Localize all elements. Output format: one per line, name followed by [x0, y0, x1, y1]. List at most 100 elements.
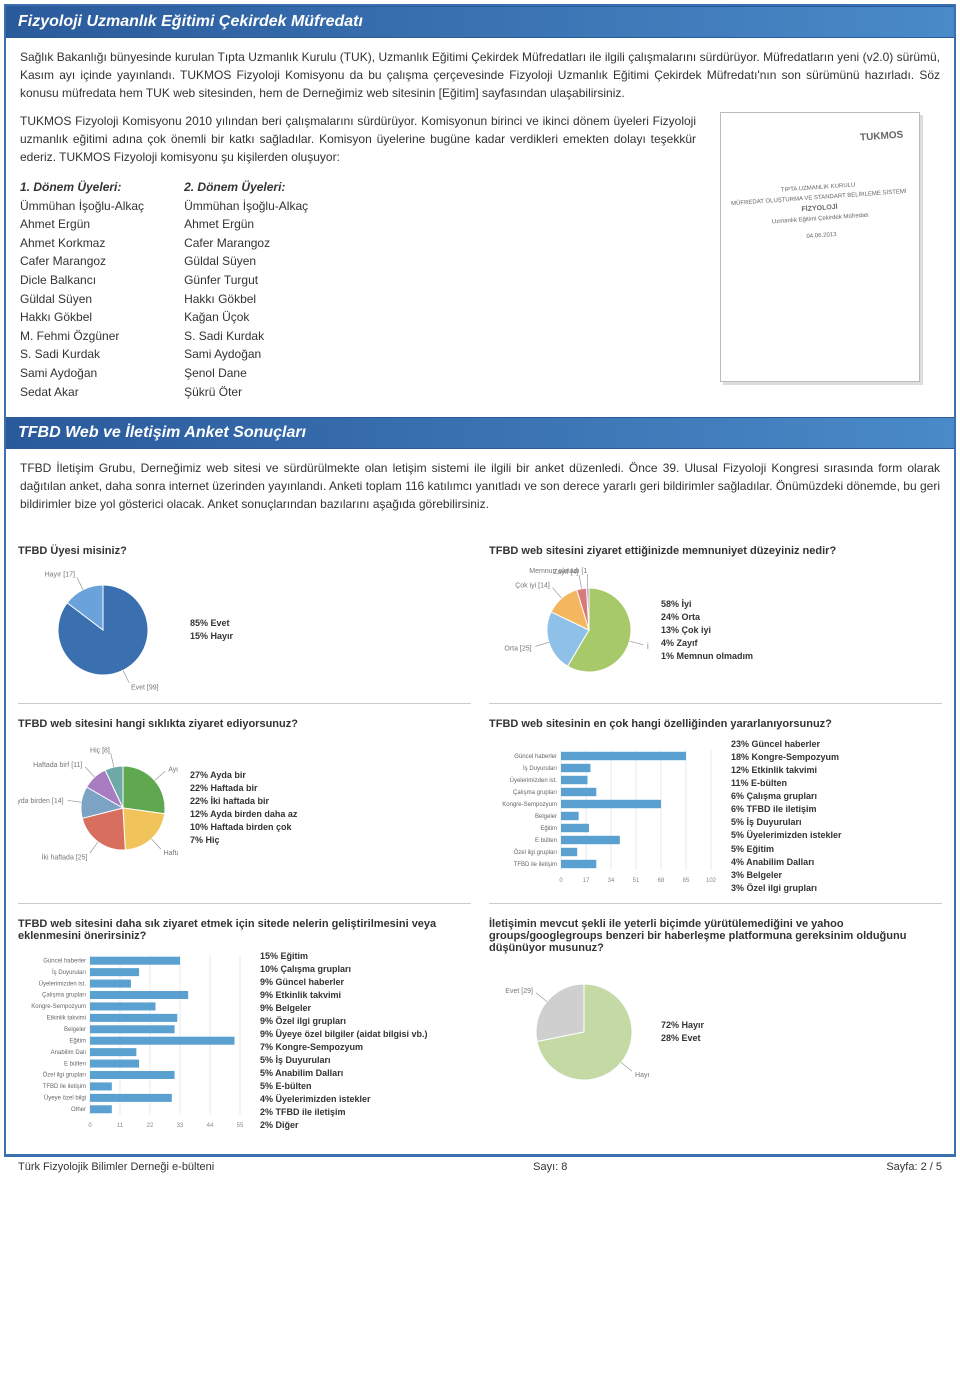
svg-text:0: 0: [88, 1123, 92, 1129]
svg-text:İş Duyuruları: İş Duyuruları: [52, 969, 86, 976]
member-item: Sami Aydoğan: [20, 364, 144, 383]
svg-text:Özel ilgi grupları: Özel ilgi grupları: [514, 849, 558, 856]
chart3: TFBD web sitesini hangi sıklıkta ziyaret…: [18, 718, 471, 904]
member-item: Cafer Marangoz: [184, 234, 308, 253]
svg-text:Orta [25]: Orta [25]: [504, 646, 531, 653]
svg-text:Memnun olmadı [1: Memnun olmadı [1: [529, 568, 587, 575]
member-item: Şenol Dane: [184, 364, 308, 383]
footer-left: Türk Fizyolojik Bilimler Derneği e-bülte…: [18, 1161, 214, 1173]
svg-text:85: 85: [683, 878, 690, 884]
svg-text:Ayda birden [14]: Ayda birden [14]: [18, 798, 64, 805]
svg-text:Haftada birf [11]: Haftada birf [11]: [33, 762, 82, 769]
thumb-tukmos: TUKMOS: [859, 128, 903, 146]
chart3-summary: 27% Ayda bir 22% Haftada bir 22% İki haf…: [190, 769, 297, 847]
member-item: Günfer Turgut: [184, 271, 308, 290]
svg-text:İyi [62]: İyi [62]: [647, 642, 649, 651]
chart5-summary: 15% Eğitim 10% Çalışma grupları 9% Günce…: [260, 950, 428, 1133]
member-item: Ümmühan İşoğlu-Alkaç: [184, 197, 308, 216]
chart3-title: TFBD web sitesini hangi sıklıkta ziyaret…: [18, 718, 471, 730]
members-col2: 2. Dönem Üyeleri: Ümmühan İşoğlu-AlkaçAh…: [184, 178, 308, 401]
member-item: Hakkı Gökbel: [184, 290, 308, 309]
svg-text:Üyelerimizden ist.: Üyelerimizden ist.: [39, 980, 87, 987]
member-item: Şükrü Öter: [184, 383, 308, 402]
svg-text:Haftada bir [25]: Haftada bir [25]: [164, 850, 178, 857]
svg-text:Hayır [17]: Hayır [17]: [45, 572, 75, 579]
svg-text:Hiç [8]: Hiç [8]: [90, 748, 110, 755]
member-item: Ahmet Ergün: [20, 215, 144, 234]
svg-text:Belgeler: Belgeler: [535, 814, 557, 820]
chart2: TFBD web sitesini ziyaret ettiğinizde me…: [489, 545, 942, 704]
svg-text:102: 102: [706, 878, 717, 884]
chart1: TFBD Üyesi misiniz? Evet [99]Hayır [17] …: [18, 545, 471, 704]
footer-center: Sayı: 8: [533, 1161, 567, 1173]
svg-text:0: 0: [559, 878, 563, 884]
svg-text:11: 11: [117, 1123, 124, 1129]
svg-text:68: 68: [658, 878, 665, 884]
member-item: S. Sadi Kurdak: [20, 345, 144, 364]
svg-text:TFBD ile iletişim: TFBD ile iletişim: [43, 1084, 86, 1090]
chart4-title: TFBD web sitesinin en çok hangi özelliği…: [489, 718, 942, 730]
col1-title: 1. Dönem Üyeleri:: [20, 178, 144, 197]
svg-text:E bülten: E bülten: [535, 838, 557, 844]
svg-text:51: 51: [633, 878, 640, 884]
svg-text:İki haftada [25]: İki haftada [25]: [42, 852, 88, 861]
section1-body: Sağlık Bakanlığı bünyesinde kurulan Tıpt…: [6, 48, 954, 417]
doc-thumbnail: TUKMOS TIPTA UZMANLIK KURULU MÜFREDAT OL…: [720, 112, 940, 401]
thumb-line3: FİZYOLOJİ: [801, 204, 838, 214]
svg-text:Evet [99]: Evet [99]: [131, 685, 159, 692]
svg-text:17: 17: [583, 878, 590, 884]
member-item: Güldal Süyen: [20, 290, 144, 309]
svg-text:Çalışma grupları: Çalışma grupları: [513, 790, 557, 796]
svg-text:Evet [29]: Evet [29]: [505, 988, 533, 995]
chart5: TFBD web sitesini daha sık ziyaret etmek…: [18, 918, 471, 1141]
thumb-line5: 04.06.2013: [734, 226, 910, 248]
chart2-title: TFBD web sitesini ziyaret ettiğinizde me…: [489, 545, 942, 557]
svg-text:34: 34: [608, 878, 615, 884]
svg-text:TFBD ile iletişim: TFBD ile iletişim: [514, 862, 557, 868]
chart6-summary: 72% Hayır 28% Evet: [661, 1019, 704, 1045]
member-item: Kağan Üçok: [184, 308, 308, 327]
svg-text:Ayda bir [31]: Ayda bir [31]: [168, 767, 178, 774]
section1-header: Fizyoloji Uzmanlık Eğitimi Çekirdek Müfr…: [6, 6, 954, 38]
svg-text:Belgeler: Belgeler: [64, 1027, 86, 1033]
chart5-title: TFBD web sitesini daha sık ziyaret etmek…: [18, 918, 471, 942]
chart2-summary: 58% İyi 24% Orta 13% Çok iyi 4% Zayıf 1%…: [661, 598, 753, 663]
page: Fizyoloji Uzmanlık Eğitimi Çekirdek Müfr…: [4, 4, 956, 1156]
svg-text:Kongre-Sempozyum: Kongre-Sempozyum: [31, 1004, 86, 1010]
chart4: TFBD web sitesinin en çok hangi özelliği…: [489, 718, 942, 904]
footer: Türk Fizyolojik Bilimler Derneği e-bülte…: [4, 1156, 956, 1177]
member-item: Dicle Balkancı: [20, 271, 144, 290]
chart1-title: TFBD Üyesi misiniz?: [18, 545, 471, 557]
section1-para2: TUKMOS Fizyoloji Komisyonu 2010 yılından…: [20, 112, 696, 166]
svg-text:Üyelerimizden ist.: Üyelerimizden ist.: [510, 777, 558, 784]
member-item: Ümmühan İşoğlu-Alkaç: [20, 197, 144, 216]
member-item: Sami Aydoğan: [184, 345, 308, 364]
member-item: Cafer Marangoz: [20, 252, 144, 271]
member-item: S. Sadi Kurdak: [184, 327, 308, 346]
svg-text:Eğitim: Eğitim: [540, 826, 557, 832]
svg-text:E bülten: E bülten: [64, 1061, 86, 1067]
svg-text:22: 22: [147, 1123, 154, 1129]
member-item: Hakkı Gökbel: [20, 308, 144, 327]
svg-text:Çok iyi [14]: Çok iyi [14]: [515, 583, 550, 590]
svg-text:Güncel haberler: Güncel haberler: [514, 754, 557, 760]
section1-para1: Sağlık Bakanlığı bünyesinde kurulan Tıpt…: [20, 48, 940, 102]
chart4-summary: 23% Güncel haberler 18% Kongre-Sempozyum…: [731, 738, 842, 895]
section2-header: TFBD Web ve İletişim Anket Sonuçları: [6, 417, 954, 449]
member-item: Sedat Akar: [20, 383, 144, 402]
member-item: Ahmet Ergün: [184, 215, 308, 234]
svg-text:Üyeye özel bilgi: Üyeye özel bilgi: [44, 1095, 86, 1102]
svg-text:Hayır [74]: Hayır [74]: [635, 1072, 649, 1079]
chart1-summary: 85% Evet 15% Hayır: [190, 617, 233, 643]
svg-text:Güncel haberler: Güncel haberler: [43, 958, 86, 964]
svg-text:Kongre-Sempozyum: Kongre-Sempozyum: [502, 802, 557, 808]
svg-text:Anabilim Dalı: Anabilim Dalı: [51, 1050, 87, 1056]
svg-text:Çalışma grupları: Çalışma grupları: [42, 993, 86, 999]
section2-intro: TFBD İletişim Grubu, Derneğimiz web site…: [6, 459, 954, 539]
member-item: Ahmet Korkmaz: [20, 234, 144, 253]
charts-grid: TFBD Üyesi misiniz? Evet [99]Hayır [17] …: [6, 539, 954, 1154]
chart6: İletişimin mevcut şekli ile yeterli biçi…: [489, 918, 942, 1141]
svg-text:44: 44: [207, 1123, 214, 1129]
svg-text:İş Duyuruları: İş Duyuruları: [523, 765, 557, 772]
col2-title: 2. Dönem Üyeleri:: [184, 178, 308, 197]
